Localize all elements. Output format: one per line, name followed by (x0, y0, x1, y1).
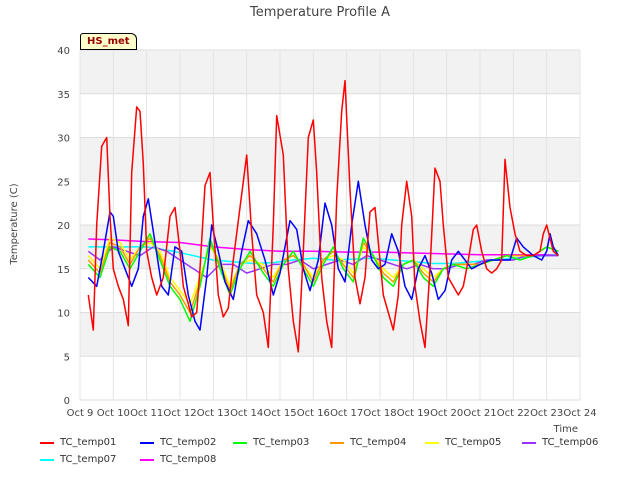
y-axis-ticks: 0 5 10 15 20 25 30 35 40 (57, 46, 70, 407)
legend-label: TC_temp08 (160, 454, 217, 465)
legend-item: TC_temp01 (40, 434, 116, 451)
legend-label: TC_temp02 (160, 437, 217, 448)
x-tick-label: Oct 22 (497, 408, 530, 419)
legend-swatch (233, 441, 247, 444)
legend-item: TC_temp06 (522, 434, 598, 451)
x-tick-label: Oct 21 (463, 408, 496, 419)
legend-label: TC_temp03 (253, 437, 310, 448)
x-tick-label: Oct 17 (330, 408, 363, 419)
y-tick-label: 20 (57, 221, 70, 232)
grid-band (80, 50, 580, 94)
x-axis-label: Time (553, 424, 578, 435)
grid-band (80, 137, 580, 182)
x-axis-ticks: Oct 9 Oct 10 Oct 11 Oct 12 Oct 13 Oct 14 Oct 1… (67, 408, 597, 419)
series-line-tc-temp01 (87, 79, 559, 353)
legend-swatch (522, 441, 536, 444)
x-tick-label: Oct 16 (297, 408, 330, 419)
site-label-badge: HS_met (80, 33, 137, 50)
legend-label: TC_temp07 (60, 454, 117, 465)
legend-row: TC_temp07 TC_temp08 (40, 451, 640, 468)
legend-item: TC_temp02 (140, 434, 216, 451)
x-tick-label: Oct 18 (363, 408, 396, 419)
legend-swatch (330, 441, 344, 444)
x-tick-label: Oct 14 (230, 408, 263, 419)
y-tick-label: 25 (57, 177, 70, 188)
x-tick-label: Oct 19 (397, 408, 430, 419)
series-lines (87, 79, 559, 353)
y-tick-label: 0 (64, 396, 70, 407)
y-tick-label: 5 (64, 352, 70, 363)
series-line-tc-temp03 (87, 233, 559, 323)
x-tick-label: Oct 10 (97, 408, 130, 419)
y-tick-label: 15 (57, 265, 70, 276)
legend: TC_temp01 TC_temp02 TC_temp03 TC_temp04 TC_t… (40, 434, 640, 468)
x-tick-label: Oct 24 (563, 408, 596, 419)
legend-item: TC_temp08 (140, 451, 216, 468)
x-tick-label: Oct 23 (530, 408, 563, 419)
legend-item: TC_temp03 (233, 434, 309, 451)
legend-label: TC_temp04 (350, 437, 407, 448)
x-tick-label: Oct 9 (67, 408, 94, 419)
y-axis-label: Temperature (C) (9, 183, 20, 265)
y-tick-label: 40 (57, 46, 70, 57)
x-tick-label: Oct 13 (197, 408, 230, 419)
legend-item: TC_temp05 (425, 434, 501, 451)
series-line-tc-temp02 (87, 180, 559, 331)
series-line-tc-temp07 (88, 246, 559, 265)
x-tick-label: Oct 12 (163, 408, 196, 419)
series-line-tc-temp04 (87, 237, 559, 314)
x-tick-label: Oct 11 (130, 408, 163, 419)
y-tick-label: 35 (57, 90, 70, 101)
chart-title: Temperature Profile A (249, 5, 390, 20)
y-tick-label: 10 (57, 309, 70, 320)
y-tick-label: 30 (57, 134, 70, 145)
grid-lines (79, 49, 581, 401)
legend-label: TC_temp01 (60, 437, 117, 448)
legend-swatch (140, 458, 154, 461)
legend-item: TC_temp04 (330, 434, 406, 451)
x-tick-label: Oct 15 (263, 408, 296, 419)
legend-swatch (425, 441, 439, 444)
legend-label: TC_temp06 (542, 437, 599, 448)
legend-item: TC_temp07 (40, 451, 116, 468)
legend-swatch (40, 441, 54, 444)
plot-background (80, 50, 580, 357)
legend-row: TC_temp01 TC_temp02 TC_temp03 TC_temp04 TC_t… (40, 434, 640, 451)
legend-swatch (140, 441, 154, 444)
legend-label: TC_temp05 (445, 437, 502, 448)
legend-swatch (40, 458, 54, 461)
x-tick-label: Oct 20 (430, 408, 463, 419)
grid-band (80, 312, 580, 357)
